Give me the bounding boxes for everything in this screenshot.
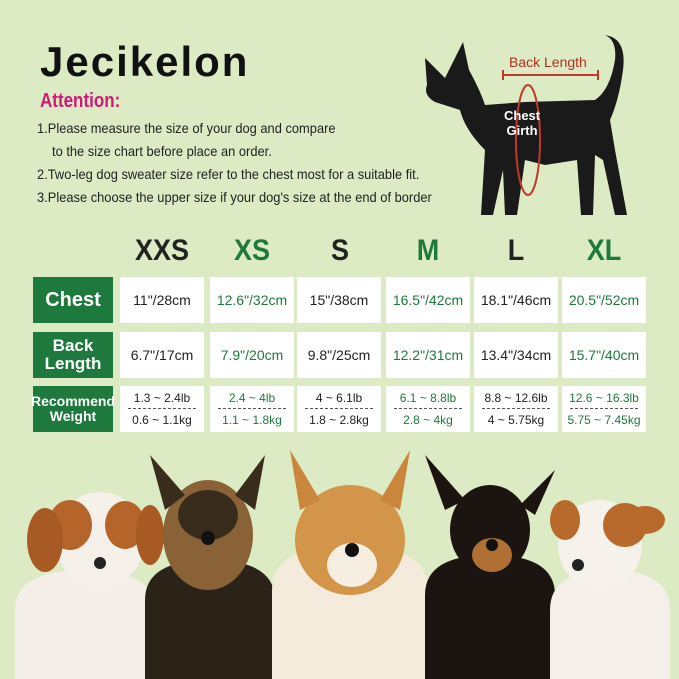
weight-lb: 8.8 ~ 12.6lb (484, 390, 548, 405)
weight-label-1: Recommend (30, 393, 116, 410)
back-length-cell: 12.2"/31cm (386, 332, 470, 378)
back-label-2: Length (44, 354, 102, 373)
brand-title: Jecikelon (40, 38, 250, 85)
weight-kg: 2.8 ~ 4kg (403, 413, 453, 428)
dashed-divider (128, 408, 196, 410)
note-2: 2.Two-leg dog sweater size refer to the … (37, 166, 420, 182)
size-xl: XL (586, 234, 622, 267)
back-length-cell: 13.4"/34cm (474, 332, 558, 378)
dashed-divider (305, 408, 373, 410)
dog-1 (15, 492, 164, 679)
weight-cell: 2.4 ~ 4lb 1.1 ~ 1.8kg (210, 386, 294, 432)
dog-3 (272, 450, 428, 679)
weight-lb: 2.4 ~ 4lb (228, 390, 276, 405)
weight-kg: 4 ~ 5.75kg (487, 413, 545, 428)
chest-cell: 18.1"/46cm (474, 277, 558, 323)
back-length-cell: 6.7"/17cm (120, 332, 204, 378)
size-s: S (330, 234, 349, 267)
attention-heading: Attention: (40, 90, 121, 112)
size-xs: XS (233, 234, 271, 267)
note-3: 3.Please choose the upper size if your d… (37, 189, 432, 205)
dog-2 (145, 455, 275, 679)
back-length-label: Back Length (509, 54, 587, 70)
weight-kg: 1.8 ~ 2.8kg (309, 413, 369, 428)
chest-cell: 15"/38cm (297, 277, 381, 323)
note-1: 1.Please measure the size of your dog an… (37, 120, 336, 136)
back-length-cell: 7.9"/20cm (210, 332, 294, 378)
weight-cell: 8.8 ~ 12.6lb 4 ~ 5.75kg (474, 386, 558, 432)
weight-lb: 1.3 ~ 2.4lb (133, 390, 191, 405)
chest-label: Chest (33, 277, 113, 323)
weight-lb: 4 ~ 6.1lb (315, 390, 363, 405)
chest-cell: 20.5"/52cm (562, 277, 646, 323)
size-m: M (416, 234, 440, 267)
dashed-divider (482, 408, 550, 410)
dashed-divider (570, 408, 638, 410)
chest-girth-label-2: Girth (506, 122, 538, 138)
weight-kg: 5.75 ~ 7.45kg (567, 413, 641, 428)
weight-cell: 12.6 ~ 16.3lb 5.75 ~ 7.45kg (562, 386, 646, 432)
size-xxs: XXS (134, 234, 190, 267)
weight-cell: 6.1 ~ 8.8lb 2.8 ~ 4kg (386, 386, 470, 432)
weight-kg: 0.6 ~ 1.1kg (132, 413, 192, 428)
dogs-photo (15, 450, 670, 679)
weight-cell: 1.3 ~ 2.4lb 0.6 ~ 1.1kg (120, 386, 204, 432)
weight-row-label: Recommend Weight (30, 386, 116, 432)
dog-4 (425, 455, 555, 679)
size-l: L (507, 234, 525, 267)
note-1-cont: to the size chart before place an order. (52, 143, 272, 159)
chest-cell: 11"/28cm (120, 277, 204, 323)
chest-cell: 16.5"/42cm (386, 277, 470, 323)
weight-lb: 12.6 ~ 16.3lb (569, 390, 639, 405)
weight-lb: 6.1 ~ 8.8lb (399, 390, 457, 405)
back-length-row-label: Back Length (33, 332, 113, 378)
back-length-cell: 15.7"/40cm (562, 332, 646, 378)
dog-silhouette-diagram (425, 35, 627, 215)
back-length-cell: 9.8"/25cm (297, 332, 381, 378)
dashed-divider (218, 408, 286, 410)
weight-cell: 4 ~ 6.1lb 1.8 ~ 2.8kg (297, 386, 381, 432)
back-label-1: Back (52, 336, 94, 356)
chest-cell: 12.6"/32cm (210, 277, 294, 323)
dog-5 (550, 500, 670, 679)
weight-kg: 1.1 ~ 1.8kg (222, 413, 282, 428)
chest-girth-label-1: Chest (504, 108, 541, 123)
dashed-divider (394, 408, 462, 410)
weight-label-2: Weight (49, 408, 97, 424)
